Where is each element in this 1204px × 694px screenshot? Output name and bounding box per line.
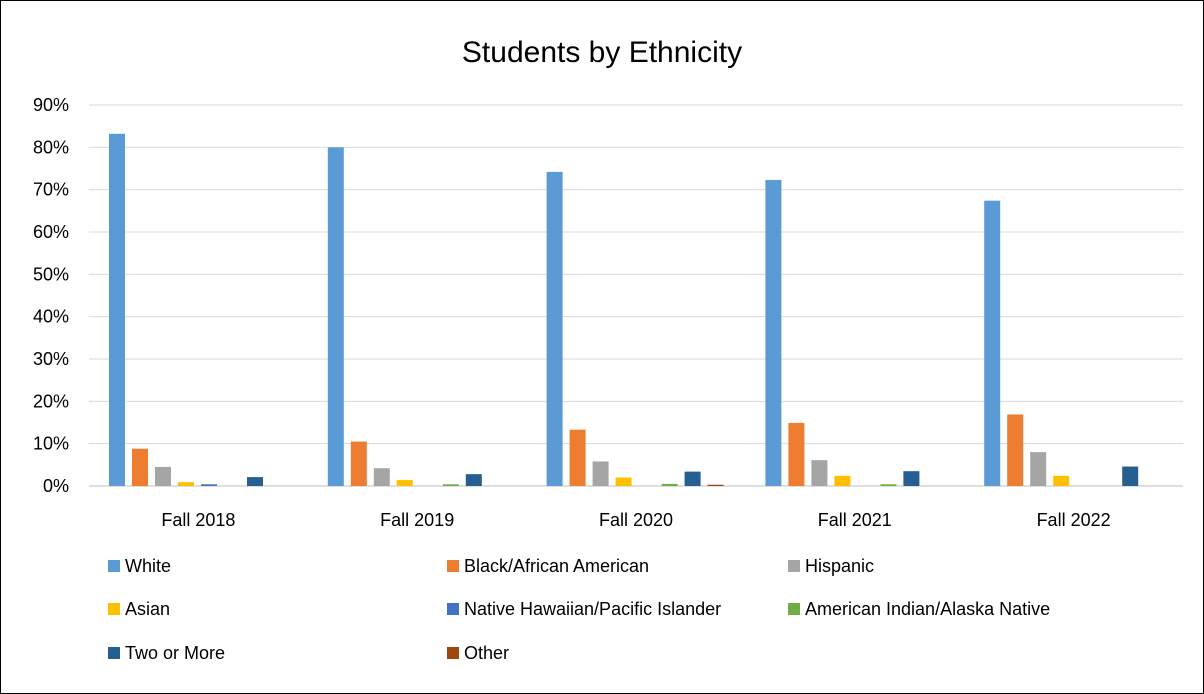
x-tick-label: Fall 2020 — [599, 510, 673, 530]
legend-label: Asian — [125, 599, 170, 619]
y-tick-label: 50% — [33, 264, 69, 284]
bars — [109, 133, 1139, 487]
legend-label: Hispanic — [805, 556, 874, 576]
bar — [1007, 414, 1024, 486]
bar — [880, 484, 897, 486]
legend-swatch — [447, 647, 459, 659]
bar — [155, 466, 171, 486]
bar — [811, 460, 828, 486]
bar — [834, 475, 851, 486]
x-tick-label: Fall 2021 — [818, 510, 892, 530]
bar — [109, 133, 125, 486]
legend-label: Native Hawaiian/Pacific Islander — [464, 599, 721, 619]
y-tick-label: 0% — [43, 476, 69, 496]
bar — [903, 471, 920, 486]
legend-label: Other — [464, 643, 509, 663]
legend-label: American Indian/Alaska Native — [805, 599, 1050, 619]
legend-swatch — [788, 603, 800, 615]
bar — [132, 448, 148, 486]
bar — [684, 471, 701, 486]
bar — [201, 484, 217, 486]
bar — [327, 147, 344, 487]
bar — [396, 480, 413, 486]
bar — [661, 483, 678, 486]
y-tick-label: 80% — [33, 137, 69, 157]
x-tick-label: Fall 2019 — [380, 510, 454, 530]
legend-label: Black/African American — [464, 556, 649, 576]
legend-label: White — [125, 556, 171, 576]
bar — [592, 461, 609, 486]
bar — [765, 179, 782, 486]
legend-swatch — [788, 560, 800, 572]
y-tick-label: 10% — [33, 434, 69, 454]
bar — [247, 477, 263, 486]
x-axis-ticks: Fall 2018 Fall 2019 Fall 2020 Fall 2021 Fall… — [161, 510, 1110, 530]
y-tick-label: 40% — [33, 307, 69, 327]
legend-swatch — [447, 603, 459, 615]
bar — [1053, 475, 1070, 486]
bar — [178, 482, 194, 486]
y-tick-label: 60% — [33, 222, 69, 242]
y-tick-label: 70% — [33, 180, 69, 200]
bar — [465, 474, 482, 486]
bar — [350, 441, 367, 486]
bar — [569, 429, 586, 486]
legend-swatch — [108, 647, 120, 659]
y-tick-label: 20% — [33, 391, 69, 411]
bar — [1122, 466, 1139, 486]
gridlines — [89, 104, 1183, 487]
y-axis-ticks: 0% 10% 20% 30% 40% 50% 60% 70% 80% 90% — [33, 95, 69, 496]
bar — [788, 422, 805, 486]
legend-swatch — [108, 560, 120, 572]
bar — [546, 171, 563, 487]
y-tick-label: 30% — [33, 349, 69, 369]
legend-label: Two or More — [125, 643, 225, 663]
bar — [1030, 452, 1047, 486]
bar — [442, 484, 459, 486]
y-tick-label: 90% — [33, 95, 69, 115]
legend: White Black/African American Hispanic Asian… — [108, 556, 1050, 663]
bar — [373, 468, 390, 486]
x-tick-label: Fall 2022 — [1037, 510, 1111, 530]
chart-title: Students by Ethnicity — [462, 36, 742, 69]
x-tick-label: Fall 2018 — [161, 510, 235, 530]
bar — [615, 477, 632, 486]
legend-swatch — [447, 560, 459, 572]
bar — [984, 200, 1001, 486]
legend-swatch — [108, 603, 120, 615]
bar — [707, 484, 724, 486]
